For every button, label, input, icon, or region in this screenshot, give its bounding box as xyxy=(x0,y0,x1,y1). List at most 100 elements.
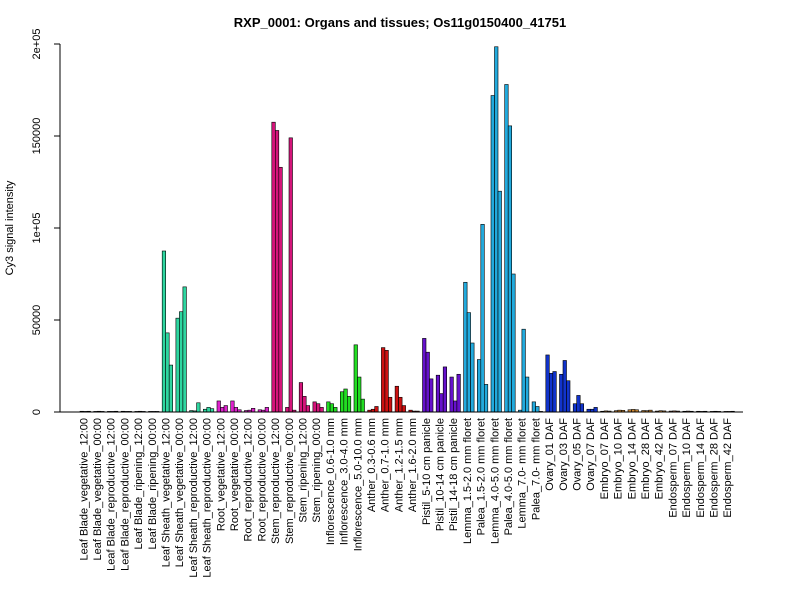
x-tick-label: Inflorescence_5.0-10.0 mm xyxy=(352,418,364,551)
x-tick-label: Endosperm_10 DAF xyxy=(681,418,693,518)
bar xyxy=(302,396,307,413)
bar xyxy=(319,407,324,413)
bar xyxy=(316,403,321,413)
x-tick-label: Palea_4.0-5.0 mm floret xyxy=(503,418,515,535)
x-tick-label: Stem_ripening_00:00 xyxy=(311,418,323,523)
bar xyxy=(333,407,338,413)
bar xyxy=(216,400,221,413)
bar xyxy=(429,378,434,413)
bar xyxy=(453,400,458,413)
x-tick-label: Ovary_03 DAF xyxy=(558,418,570,491)
bar xyxy=(562,360,567,413)
bar xyxy=(271,121,276,413)
bar xyxy=(511,273,516,413)
x-tick-label: Leaf Blade_vegetative_12:00 xyxy=(78,418,90,561)
bar xyxy=(398,396,403,413)
bar xyxy=(507,125,513,413)
bar xyxy=(442,366,448,413)
y-tick-label: 0 xyxy=(31,409,43,415)
bar xyxy=(346,396,352,413)
bar xyxy=(233,407,238,413)
bar xyxy=(497,190,502,413)
bar xyxy=(470,342,475,413)
bar xyxy=(552,371,557,413)
bar xyxy=(572,403,578,413)
x-tick-label: Endosperm_42 DAF xyxy=(722,418,734,518)
x-tick-label: Pistil_14-18 cm panicle xyxy=(448,418,460,531)
x-tick-label: Anther_0.7-1.0 mm xyxy=(380,418,392,512)
bar xyxy=(353,344,358,413)
bars xyxy=(79,46,735,413)
bar xyxy=(165,332,170,413)
bar xyxy=(223,405,228,413)
bar xyxy=(576,395,581,413)
bar xyxy=(456,373,461,413)
bar xyxy=(504,84,509,413)
x-tick-label: Anther_1.2-1.5 mm xyxy=(393,418,405,512)
axes: 0 50000 1e+05 150000 2e+05 xyxy=(31,29,743,415)
x-tick-label: Ovary_07 DAF xyxy=(585,418,597,491)
bar xyxy=(360,398,365,413)
x-tick-label: Embryo_10 DAF xyxy=(613,418,625,500)
x-tick-label: Embryo_14 DAF xyxy=(626,418,638,500)
bar xyxy=(535,406,540,413)
x-tick-label: Endosperm_14 DAF xyxy=(695,418,707,518)
bar xyxy=(206,407,211,413)
x-tick-label: Endosperm_07 DAF xyxy=(667,418,679,518)
bar xyxy=(278,166,283,413)
bar xyxy=(548,373,554,413)
x-tick-label: Ovary_01 DAF xyxy=(544,418,556,491)
x-tick-label: Leaf Blade_reproductive_12:00 xyxy=(106,418,118,571)
x-tick-label: Lemma_7.0- mm floret xyxy=(517,418,529,529)
bar xyxy=(274,130,280,413)
y-tick-label: 50000 xyxy=(31,305,43,336)
y-tick-label: 1e+05 xyxy=(31,213,43,244)
x-tick-label: Stem_ripening_12:00 xyxy=(297,418,309,523)
bar xyxy=(374,406,379,413)
bar xyxy=(329,403,334,413)
bar xyxy=(422,338,427,413)
x-tick-label: Endosperm_28 DAF xyxy=(708,418,720,518)
x-tick-label: Inflorescence_3.0-4.0 mm xyxy=(339,418,351,545)
x-tick-label: Leaf Blade_vegetative_00:00 xyxy=(92,418,104,561)
x-tick-label: Anther_1.6-2.0 mm xyxy=(407,418,419,512)
x-tick-label: Embryo_28 DAF xyxy=(640,418,652,500)
bar xyxy=(593,407,598,413)
bar xyxy=(559,373,564,413)
x-tick-label: Lemma_4.0-5.0 mm floret xyxy=(489,418,501,544)
x-tick-label: Root_vegetative_12:00 xyxy=(215,418,227,531)
bar xyxy=(490,95,495,413)
chart-title: RXP_0001: Organs and tissues; Os11g01504… xyxy=(234,15,566,30)
bar xyxy=(182,286,187,413)
bar xyxy=(435,374,441,413)
bar xyxy=(251,408,256,413)
bar xyxy=(298,382,304,413)
bar xyxy=(525,376,530,413)
bar xyxy=(357,376,362,413)
bar xyxy=(494,46,499,413)
bar xyxy=(439,393,444,413)
bar xyxy=(394,385,399,413)
bar xyxy=(381,347,386,413)
x-tick-label: Leaf Sheath_reproductive_00:00 xyxy=(202,418,214,578)
bar xyxy=(463,281,468,413)
x-tick-labels: Leaf Blade_vegetative_12:00 Leaf Blade_ve… xyxy=(78,418,734,578)
bar xyxy=(466,312,471,413)
bar xyxy=(483,384,489,413)
bar xyxy=(288,137,293,413)
bar xyxy=(230,400,235,413)
bar xyxy=(388,396,393,413)
bar xyxy=(480,224,485,413)
y-tick-label: 2e+05 xyxy=(31,29,43,60)
bar xyxy=(343,388,348,413)
bar xyxy=(179,311,184,413)
x-tick-label: Leaf Sheath_reproductive_12:00 xyxy=(188,418,200,578)
bar xyxy=(449,376,454,413)
bar xyxy=(401,405,406,413)
bar xyxy=(196,402,201,413)
bar xyxy=(545,354,550,413)
bar xyxy=(425,351,430,413)
x-tick-label: Inflorescence_0.6-1.0 mm xyxy=(325,418,337,545)
x-tick-label: Stem_reproductive_00:00 xyxy=(284,418,296,544)
bar xyxy=(384,350,389,413)
